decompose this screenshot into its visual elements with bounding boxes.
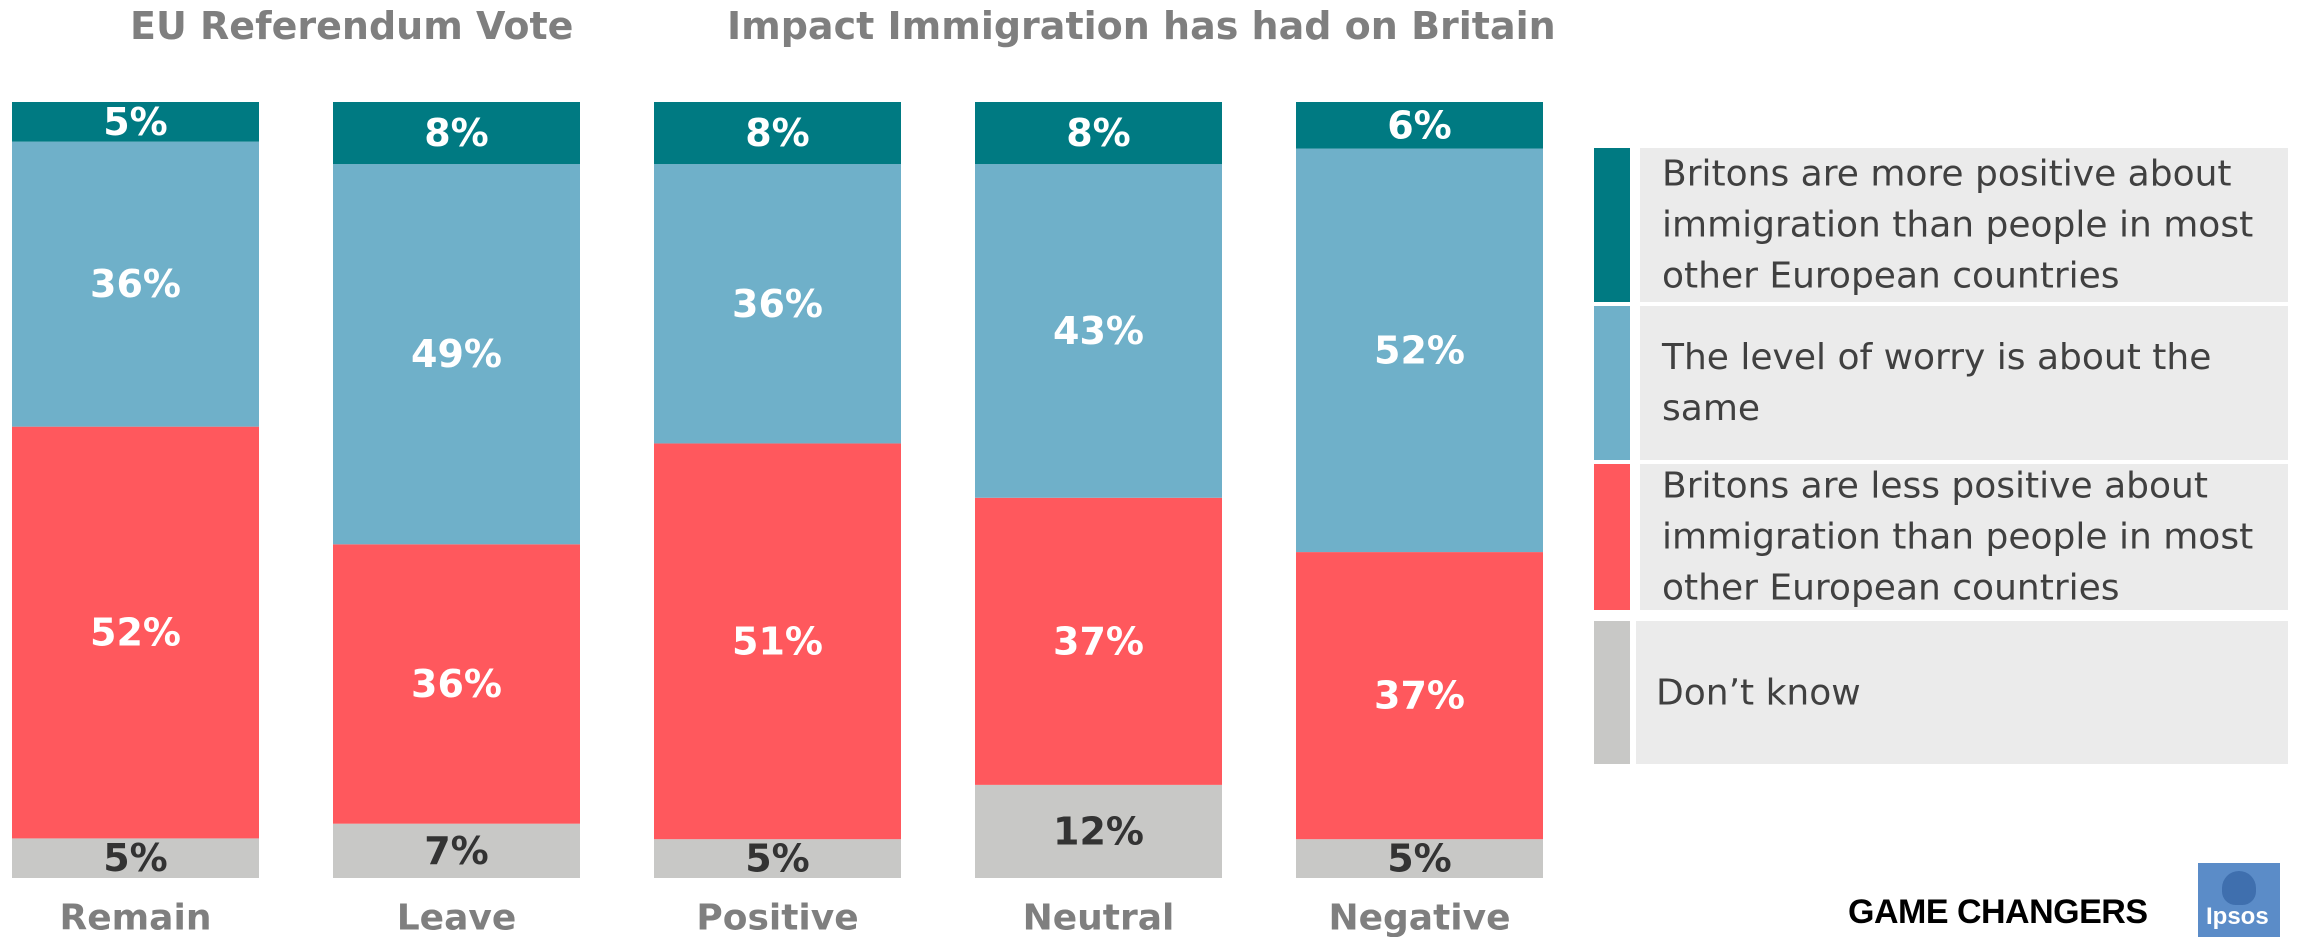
category-label-remain: Remain — [60, 898, 212, 937]
data-label-neutral-same: 43% — [1053, 309, 1144, 353]
legend-item-dont-know: Don’t know — [1594, 621, 2288, 764]
bar-segment-leave-more-positive — [333, 102, 580, 165]
legend-item-same: The level of worry is about the same — [1594, 306, 2288, 460]
bar-segment-leave-dont-know — [333, 823, 580, 878]
legend-item-less-positive: Britons are less positive about immigrat… — [1594, 464, 2288, 610]
data-label-negative-more-positive: 6% — [1387, 103, 1452, 147]
legend-item-more-positive: Britons are more positive about immigrat… — [1594, 148, 2288, 302]
legend-label-more-positive: Britons are more positive about immigrat… — [1662, 153, 2254, 297]
legend-label-dont-know: Don’t know — [1656, 672, 1861, 713]
data-label-remain-more-positive: 5% — [103, 100, 168, 144]
data-label-remain-less-positive: 52% — [90, 611, 181, 655]
data-label-positive-less-positive: 51% — [732, 619, 823, 663]
legend-box-same: The level of worry is about the same — [1640, 306, 2288, 460]
data-label-leave-less-positive: 36% — [411, 662, 502, 706]
legend-label-same: The level of worry is about the same — [1662, 337, 2212, 429]
bar-segment-neutral-less-positive — [975, 497, 1222, 785]
ipsos-logo-mark-icon — [2222, 871, 2256, 905]
bar-segment-negative-dont-know — [1296, 839, 1543, 878]
stacked-bar-chart: 5% 52% 36% 5% Remain 7% 36% 49% 8% Leave 5% 51% 36% 8… — [12, 100, 1543, 937]
bar-segment-positive-dont-know — [654, 839, 901, 878]
chart-heading-immigration-impact: Impact Immigration has had on Britain — [727, 4, 1556, 48]
bar-segment-remain-less-positive — [12, 426, 259, 839]
bar-segment-neutral-dont-know — [975, 784, 1222, 878]
ipsos-logo-text: Ipsos — [2206, 903, 2269, 930]
footer-brand-text: GAME CHANGERS — [1848, 893, 2148, 931]
legend-swatch-dont-know — [1594, 621, 1630, 764]
bar-segment-negative-more-positive — [1296, 102, 1543, 149]
data-label-remain-same: 36% — [90, 262, 181, 306]
data-label-negative-less-positive: 37% — [1374, 674, 1465, 718]
data-label-neutral-less-positive: 37% — [1053, 619, 1144, 663]
bar-segment-neutral-same — [975, 164, 1222, 498]
legend-swatch-same — [1594, 306, 1630, 460]
data-label-neutral-more-positive: 8% — [1066, 111, 1131, 155]
data-label-positive-dont-know: 5% — [745, 837, 810, 881]
bar-segment-leave-same — [333, 164, 580, 545]
legend-box-less-positive: Britons are less positive about immigrat… — [1640, 464, 2288, 610]
bar-segment-remain-more-positive — [12, 102, 259, 142]
bar-segment-remain-same — [12, 141, 259, 427]
ipsos-logo: Ipsos — [2198, 863, 2280, 937]
category-label-negative: Negative — [1328, 898, 1510, 937]
bar-segment-negative-less-positive — [1296, 552, 1543, 840]
category-label-positive: Positive — [696, 898, 858, 937]
data-label-leave-dont-know: 7% — [424, 829, 489, 873]
data-label-negative-same: 52% — [1374, 328, 1465, 372]
category-label-leave: Leave — [397, 898, 517, 937]
bar-segment-leave-less-positive — [333, 544, 580, 824]
data-label-positive-same: 36% — [732, 282, 823, 326]
data-label-remain-dont-know: 5% — [103, 836, 168, 880]
bar-segment-neutral-more-positive — [975, 102, 1222, 165]
legend-box-more-positive: Britons are more positive about immigrat… — [1640, 148, 2288, 302]
chart-heading-eu-referendum: EU Referendum Vote — [130, 4, 574, 48]
legend-box-dont-know: Don’t know — [1636, 621, 2288, 764]
data-label-positive-more-positive: 8% — [745, 111, 810, 155]
legend-label-less-positive: Britons are less positive about immigrat… — [1662, 465, 2254, 609]
data-label-leave-same: 49% — [411, 332, 502, 376]
bar-segment-positive-less-positive — [654, 443, 901, 840]
data-label-neutral-dont-know: 12% — [1053, 809, 1144, 853]
bar-segment-positive-more-positive — [654, 102, 901, 165]
bar-segment-positive-same — [654, 164, 901, 444]
legend-swatch-less-positive — [1594, 464, 1630, 610]
bar-segment-negative-same — [1296, 148, 1543, 553]
data-label-leave-more-positive: 8% — [424, 111, 489, 155]
data-label-negative-dont-know: 5% — [1387, 837, 1452, 881]
bar-segment-remain-dont-know — [12, 838, 259, 878]
legend-swatch-more-positive — [1594, 148, 1630, 302]
category-label-neutral: Neutral — [1023, 898, 1175, 937]
